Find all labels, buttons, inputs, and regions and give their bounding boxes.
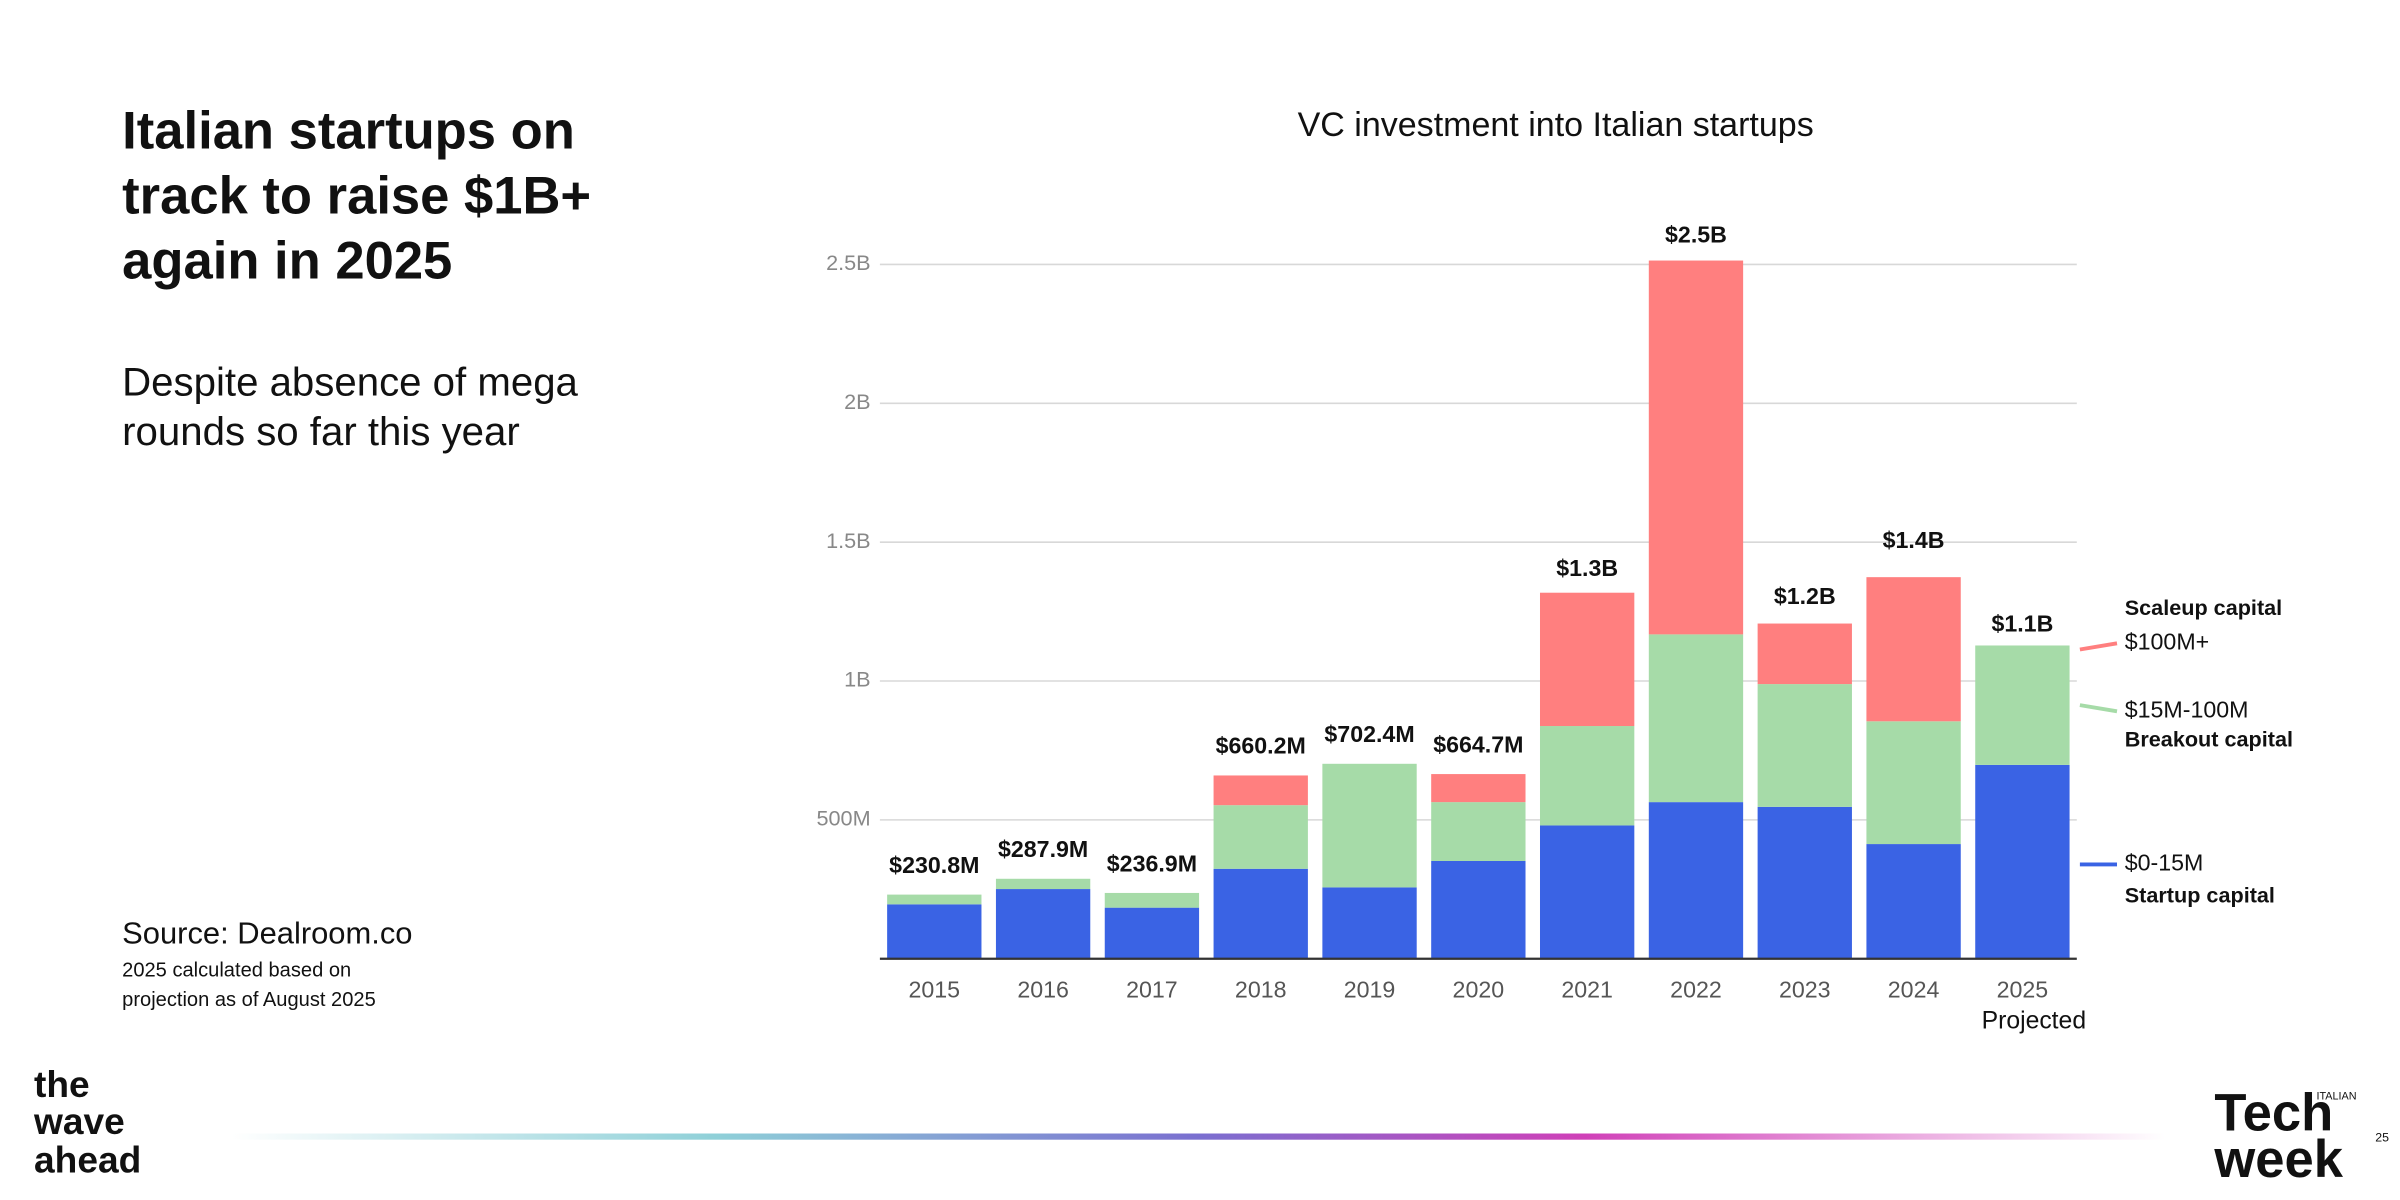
headline: Italian startups on track to raise $1B+ … — [122, 101, 591, 290]
subtitle: Despite absence of mega rounds so far th… — [122, 360, 578, 454]
bar-segment — [1213, 868, 1308, 959]
logo-right: ITALIAN Tech week 25 — [2213, 1083, 2389, 1188]
x-tick-label: 2019 — [1344, 976, 1396, 1002]
logo-small: ITALIAN — [2316, 1090, 2356, 1102]
bar-segment — [1539, 592, 1635, 727]
legend-range: $100M+ — [2125, 628, 2209, 654]
bar-segment — [1866, 577, 1961, 722]
legend-range: $15M-100M — [2125, 696, 2249, 722]
bar-segment — [1648, 260, 1744, 635]
logo-text: Tech — [2214, 1083, 2333, 1142]
x-tick-label: 2025 — [1997, 976, 2049, 1002]
bar-segment — [1975, 764, 2070, 959]
bar-segment — [1431, 802, 1526, 862]
bar-segment — [1648, 634, 1744, 803]
legend-name: Scaleup capital — [2125, 595, 2282, 620]
page-number: 25 — [2375, 1130, 2389, 1144]
total-label: $236.9M — [1107, 850, 1197, 876]
y-tick-label: 2B — [844, 389, 870, 414]
gradient-rule — [231, 1133, 2165, 1140]
total-label: $1.3B — [1556, 555, 1618, 581]
logo-text: wave — [33, 1100, 125, 1142]
bar-segment — [1431, 774, 1526, 803]
logo-left: the wave ahead — [33, 1063, 141, 1181]
bar-segment — [995, 889, 1091, 959]
chart-title: VC investment into Italian startups — [1298, 106, 1814, 144]
total-label: $702.4M — [1324, 721, 1414, 747]
total-label: $287.9M — [998, 836, 1088, 862]
headline-line: Italian startups on — [122, 101, 575, 160]
x-tick-label: 2020 — [1453, 976, 1505, 1002]
x-tick-label: 2017 — [1126, 976, 1178, 1002]
bar-segment — [1322, 887, 1417, 959]
bar-segment — [1213, 805, 1308, 869]
bar-segment — [1757, 806, 1852, 959]
bar-segment — [1866, 844, 1961, 959]
y-tick-label: 500M — [817, 806, 871, 831]
logo-text: the — [34, 1063, 90, 1105]
total-label: $1.2B — [1774, 583, 1836, 609]
note-line: 2025 calculated based on — [122, 959, 351, 981]
bar-segment — [1104, 892, 1200, 908]
total-label: $1.4B — [1883, 527, 1945, 553]
x-tick-label: 2016 — [1017, 976, 1069, 1002]
headline-line: track to raise $1B+ — [122, 166, 591, 225]
bar-segment — [1975, 645, 2070, 765]
bar-segment — [1866, 721, 1961, 845]
x-tick-label: 2018 — [1235, 976, 1287, 1002]
x-tick-label: 2023 — [1779, 976, 1831, 1002]
x-tick-label: 2021 — [1561, 976, 1613, 1002]
logo-text: ahead — [34, 1139, 141, 1181]
legend-name: Startup capital — [2125, 883, 2275, 908]
bar-segment — [1213, 775, 1308, 806]
bar-segment — [1757, 684, 1852, 807]
legend-range: $0-15M — [2125, 850, 2204, 876]
legend-name: Breakout capital — [2125, 726, 2293, 751]
note-line: projection as of August 2025 — [122, 989, 376, 1011]
logo-text: week — [2213, 1130, 2343, 1189]
subtitle-line: Despite absence of mega — [122, 360, 578, 405]
subtitle-line: rounds so far this year — [122, 409, 520, 454]
bar-segment — [1104, 907, 1200, 959]
bar-segment — [1539, 726, 1635, 826]
legend-connector — [2079, 641, 2118, 652]
x-tick-label: 2024 — [1888, 976, 1940, 1002]
bar-segment — [995, 878, 1091, 890]
headline-line: again in 2025 — [122, 231, 452, 290]
y-tick-label: 1B — [844, 667, 870, 692]
bar-segment — [1648, 802, 1744, 959]
bar-segment — [1431, 861, 1526, 959]
bar-segment — [887, 894, 982, 905]
bar-segment — [1322, 763, 1417, 888]
bar-segment — [1757, 623, 1852, 685]
y-tick-label: 2.5B — [826, 250, 871, 275]
total-label: $230.8M — [889, 852, 979, 878]
source: Source: Dealroom.co — [122, 916, 412, 951]
total-label: $664.7M — [1433, 731, 1523, 757]
bar-segment — [1539, 825, 1635, 959]
x-tick-label: 2022 — [1670, 976, 1722, 1002]
x-tick-label: 2015 — [909, 976, 961, 1002]
bar-segment — [887, 904, 982, 959]
total-label: $2.5B — [1665, 222, 1727, 248]
legend-connector — [2079, 703, 2118, 714]
total-label: $660.2M — [1216, 733, 1306, 759]
x-annotation: Projected — [1982, 1008, 2087, 1035]
y-tick-label: 1.5B — [826, 528, 871, 553]
total-label: $1.1B — [1991, 611, 2053, 637]
